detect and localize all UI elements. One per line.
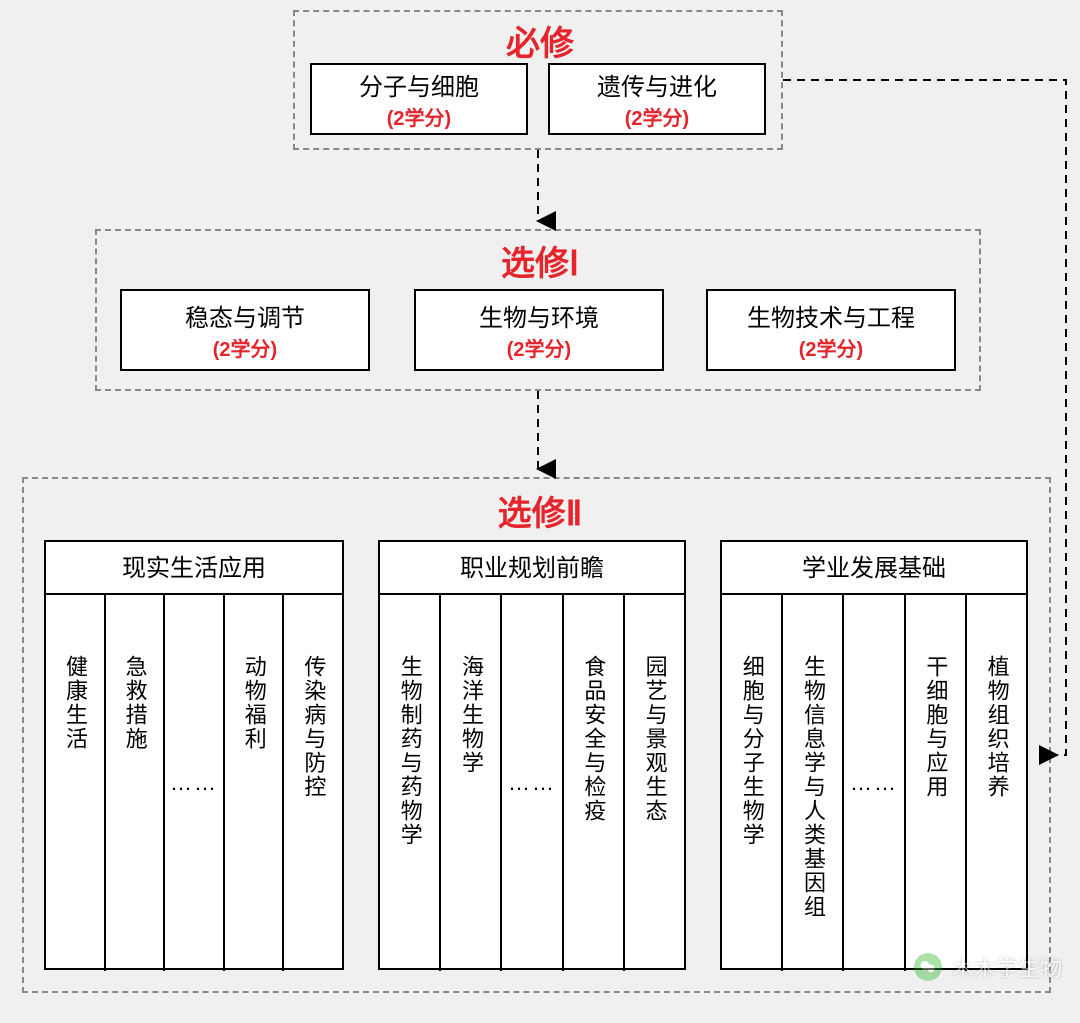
module-required-1: 遗传与进化 (2学分)	[548, 63, 766, 135]
module-credit: (2学分)	[799, 333, 863, 362]
subgroup-items: 细胞与分子生物学 生物信息学与人类基因组 …… 干细胞与应用 植物组织培养	[722, 593, 1026, 971]
subgroup-1: 职业规划前瞻 生物制药与药物学 海洋生物学 …… 食品安全与检疫 园艺与景观生态	[378, 540, 686, 970]
subitem: 健康生活	[46, 595, 106, 971]
subitem: 细胞与分子生物学	[722, 595, 783, 971]
watermark-text: 木木学生物	[952, 951, 1062, 983]
module-elective1-0: 稳态与调节 (2学分)	[120, 289, 370, 371]
module-required-0: 分子与细胞 (2学分)	[310, 63, 528, 135]
section-elective1-title: 选修Ⅰ	[501, 236, 579, 285]
wechat-icon	[914, 953, 942, 981]
watermark: 木木学生物	[914, 951, 1062, 983]
subitem: 园艺与景观生态	[625, 595, 684, 971]
module-label: 稳态与调节	[185, 298, 305, 333]
diagram-canvas: 必修 分子与细胞 (2学分) 遗传与进化 (2学分) 选修Ⅰ 稳态与调节 (2学…	[0, 0, 1080, 1023]
subitem-ellipsis: ……	[165, 595, 225, 971]
module-label: 分子与细胞	[359, 67, 479, 102]
module-credit: (2学分)	[213, 333, 277, 362]
subgroup-title: 学业发展基础	[722, 542, 1026, 593]
subitem: 生物信息学与人类基因组	[783, 595, 844, 971]
module-elective1-1: 生物与环境 (2学分)	[414, 289, 664, 371]
subgroup-items: 生物制药与药物学 海洋生物学 …… 食品安全与检疫 园艺与景观生态	[380, 593, 684, 971]
module-label: 遗传与进化	[597, 67, 717, 102]
subitem: 海洋生物学	[441, 595, 502, 971]
module-credit: (2学分)	[625, 102, 689, 131]
module-label: 生物与环境	[479, 298, 599, 333]
subgroup-title: 现实生活应用	[46, 542, 342, 593]
module-credit: (2学分)	[507, 333, 571, 362]
subgroup-items: 健康生活 急救措施 …… 动物福利 传染病与防控	[46, 593, 342, 971]
section-required-title: 必修	[506, 16, 574, 65]
module-label: 生物技术与工程	[747, 298, 915, 333]
module-credit: (2学分)	[387, 102, 451, 131]
subitem: 食品安全与检疫	[564, 595, 625, 971]
section-elective2-title: 选修Ⅱ	[498, 486, 583, 535]
subitem-ellipsis: ……	[502, 595, 563, 971]
subitem: 急救措施	[106, 595, 166, 971]
module-elective1-2: 生物技术与工程 (2学分)	[706, 289, 956, 371]
subitem: 动物福利	[225, 595, 285, 971]
subgroup-2: 学业发展基础 细胞与分子生物学 生物信息学与人类基因组 …… 干细胞与应用 植物…	[720, 540, 1028, 970]
subitem: 传染病与防控	[284, 595, 342, 971]
subitem-ellipsis: ……	[844, 595, 905, 971]
subitem: 植物组织培养	[967, 595, 1026, 971]
subgroup-0: 现实生活应用 健康生活 急救措施 …… 动物福利 传染病与防控	[44, 540, 344, 970]
subgroup-title: 职业规划前瞻	[380, 542, 684, 593]
subitem: 干细胞与应用	[906, 595, 967, 971]
subitem: 生物制药与药物学	[380, 595, 441, 971]
